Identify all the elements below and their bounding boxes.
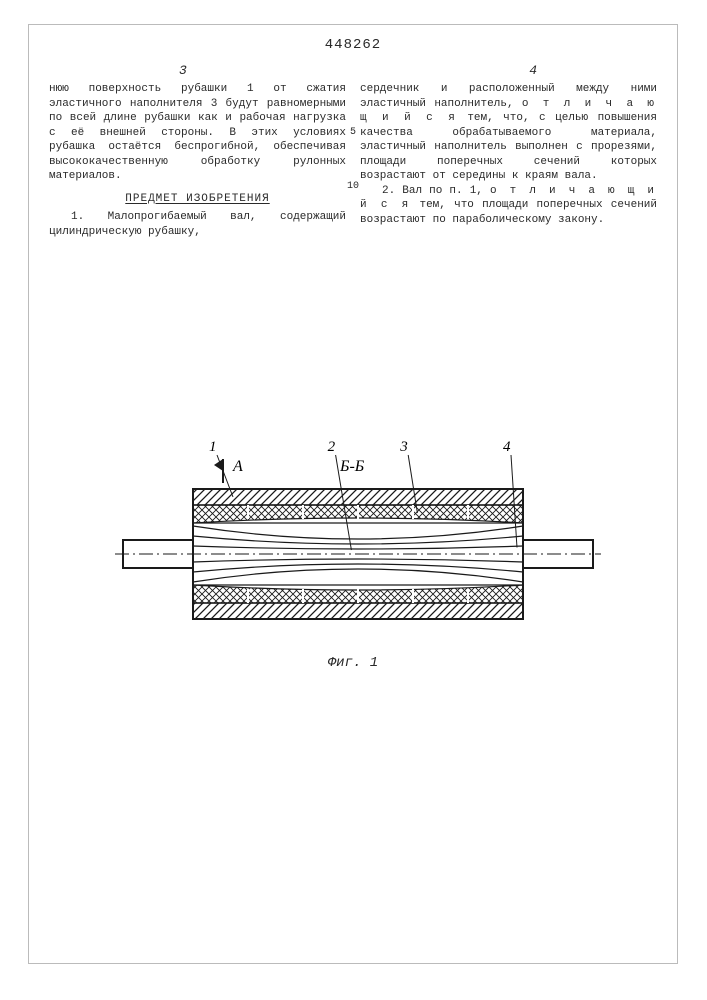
left-para1: нюю поверхность рубашки 1 от сжатия элас… (49, 82, 346, 184)
svg-text:1: 1 (209, 439, 217, 455)
figure-svg: А Б-Б 1 2 3 4 (83, 419, 623, 649)
line-marker-5: 5 (344, 126, 362, 139)
figure-caption: Фиг. 1 (49, 655, 657, 671)
right-para2: 2. Вал по п. 1, о т л и ч а ю щ и й с я … (360, 184, 657, 228)
svg-text:2: 2 (328, 439, 336, 455)
rp2a: 2. Вал по п. 1, (382, 185, 490, 197)
left-column: нюю поверхность рубашки 1 от сжатия элас… (49, 82, 346, 239)
svg-text:4: 4 (503, 439, 511, 455)
figure-1: А Б-Б 1 2 3 4 Фиг. 1 (49, 419, 657, 719)
svg-text:Б-Б: Б-Б (339, 458, 365, 475)
left-para2: 1. Малопрогибаемый вал, содержащий цилин… (49, 210, 346, 239)
line-marker-10: 10 (344, 180, 362, 193)
right-para1: сердечник и расположенный между ними эла… (360, 82, 657, 184)
patent-number: 448262 (49, 37, 657, 53)
col-num-right: 4 (529, 63, 537, 78)
right-column: сердечник и расположенный между ними эла… (360, 82, 657, 239)
section-title: ПРЕДМЕТ ИЗОБРЕТЕНИЯ (49, 192, 346, 207)
col-num-left: 3 (179, 63, 187, 78)
text-columns: 5 10 нюю поверхность рубашки 1 от сжатия… (49, 82, 657, 239)
svg-text:3: 3 (399, 439, 408, 455)
svg-text:А: А (232, 458, 243, 475)
